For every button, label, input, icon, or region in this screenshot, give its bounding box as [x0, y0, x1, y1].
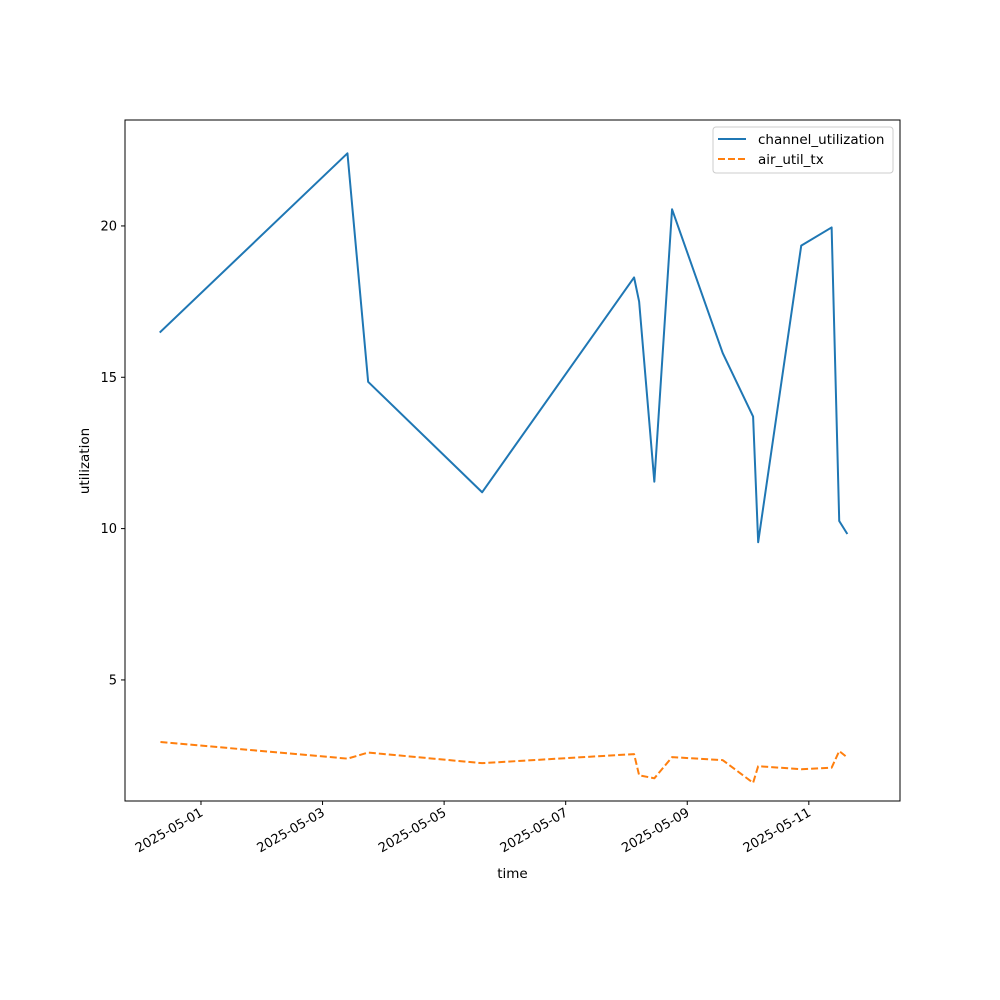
y-tick-label: 5	[109, 673, 117, 688]
x-axis-label: time	[497, 866, 528, 882]
series-line-air_util_tx	[160, 740, 848, 784]
series-line-channel_utilization	[159, 152, 849, 544]
axes-frame	[124, 119, 901, 802]
legend-box	[712, 126, 894, 174]
legend-label-channel_utilization: channel_utilization	[758, 132, 885, 148]
y-tick-label: 15	[100, 371, 117, 386]
y-tick-label: 20	[100, 219, 117, 234]
y-tick-label: 10	[100, 522, 117, 537]
legend-label-air_util_tx: air_util_tx	[758, 152, 824, 168]
y-axis-label: utilization	[77, 428, 93, 494]
legend: channel_utilization air_util_tx	[712, 126, 894, 174]
plot-area	[159, 152, 849, 784]
